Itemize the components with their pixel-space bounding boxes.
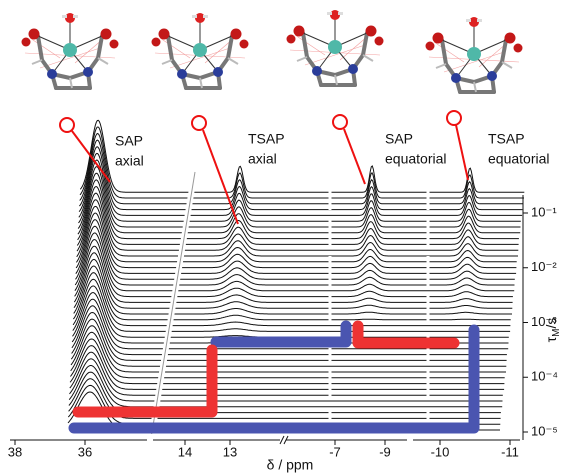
trace: [73, 265, 511, 321]
trace-fill: [73, 266, 512, 326]
trace: [69, 345, 505, 390]
peak-label: equatorial: [385, 151, 447, 167]
x-tick-label: -9: [379, 444, 391, 459]
trace: [70, 331, 505, 379]
overlay: [59, 110, 480, 434]
trace: [75, 212, 517, 274]
pointers: [59, 110, 469, 225]
trace: [75, 219, 515, 280]
trace: [77, 172, 519, 240]
trace: [79, 119, 525, 193]
trace: [75, 205, 517, 269]
peak-label: TSAP: [488, 131, 525, 147]
trace: [76, 185, 519, 251]
trace: [77, 166, 521, 234]
trace: [71, 298, 509, 350]
trace: [76, 192, 518, 257]
trace: [76, 199, 517, 263]
axis-breaks: [147, 434, 413, 446]
molecule-structures: [19, 8, 525, 94]
y2-tick-label: 10⁻⁴: [531, 369, 558, 384]
trace-fill: [77, 186, 519, 257]
peak-label: axial: [115, 153, 144, 169]
trace: [74, 245, 513, 303]
molecule-tsap-eq: [423, 15, 525, 94]
x-tick-label: -11: [501, 444, 519, 459]
axes: δ / ppm τM/s 38 36 14 13 -7 -9 -10 -11 10⁻¹ 10⁻² 1…: [8, 195, 562, 473]
trace: [74, 232, 515, 292]
x-tick-label: 36: [78, 444, 92, 459]
spectra: [67, 119, 525, 440]
peak-label: TSAP: [248, 131, 285, 147]
trace: [70, 325, 506, 373]
trace: [73, 258, 512, 315]
trace-fill: [71, 305, 508, 361]
y2-tick-label: 10⁻⁵: [531, 423, 558, 438]
y2-tick-label: 10⁻¹: [531, 204, 557, 219]
peak-label: equatorial: [488, 151, 550, 167]
trace-fill: [74, 246, 514, 309]
molecule-sap: [19, 11, 121, 90]
x-tick-label: 38: [8, 444, 22, 459]
trace-fill: [75, 219, 516, 286]
trace: [69, 358, 503, 402]
trace: [78, 159, 521, 228]
trace: [73, 252, 513, 309]
y2-label-symbol: τ: [543, 336, 559, 342]
trace: [70, 318, 507, 367]
x-tick-label: 13: [223, 444, 237, 459]
trace: [69, 351, 503, 396]
x-tick-label: -10: [431, 444, 450, 459]
y2-label-sub: M: [551, 329, 562, 337]
y2-label-unit: /s: [543, 318, 559, 329]
y2-axis-label: τM/s: [543, 318, 562, 343]
trace-fill: [75, 226, 515, 291]
exchange-paths: [68, 320, 480, 434]
y2-tick-label: 10⁻²: [531, 259, 557, 274]
trace-fill: [78, 166, 521, 239]
molecule-tsap: [149, 11, 251, 90]
trace: [74, 239, 513, 298]
trace: [75, 225, 515, 286]
x-tick-label: 14: [178, 444, 192, 459]
trace-fill: [77, 179, 520, 251]
trace: [78, 152, 521, 222]
annotations: SAP axial TSAP axial SAP equatorial TSAP equato…: [115, 131, 550, 169]
trace-fill: [77, 193, 518, 262]
peak-label: SAP: [115, 133, 143, 149]
trace: [72, 272, 511, 327]
peak-label: SAP: [385, 131, 413, 147]
trace: [77, 179, 519, 245]
trace-fill: [77, 173, 520, 245]
trace: [70, 338, 505, 385]
trace: [79, 132, 523, 205]
trace: [71, 311, 507, 361]
trace-fill: [74, 239, 514, 303]
trace-fill: [74, 259, 512, 320]
trace: [79, 126, 524, 199]
trace-fill: [78, 160, 521, 233]
molecule-sap-eq: [284, 8, 386, 87]
trace-fill: [74, 252, 513, 315]
y2-tick-label: 10⁻³: [531, 314, 557, 329]
peak-label: axial: [248, 151, 277, 167]
trace: [72, 278, 511, 332]
break-line: [150, 171, 196, 439]
trace-fill: [75, 233, 515, 297]
x-axis-label: δ / ppm: [267, 457, 314, 473]
trace: [79, 139, 523, 211]
trace: [78, 146, 523, 216]
trace: [71, 305, 507, 356]
axis-break-marks: [279, 435, 289, 445]
x-tick-label: -7: [329, 444, 341, 459]
